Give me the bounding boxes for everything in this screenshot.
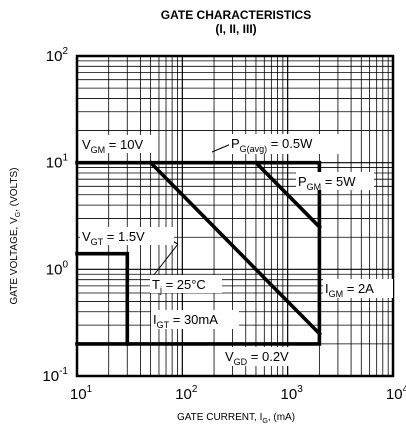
x-tick-label: 102 xyxy=(175,384,198,403)
x-tick-label: 101 xyxy=(70,384,93,403)
annotation-tj: Tj = 25°C xyxy=(152,277,206,295)
annotation-vgm: VGM = 10V xyxy=(82,137,143,155)
pgavg-label-box xyxy=(229,134,339,154)
chart-title: GATE CHARACTERISTICS xyxy=(161,8,311,22)
y-tick-label: 100 xyxy=(46,259,69,278)
tj-leader xyxy=(149,243,179,281)
curve-3 xyxy=(148,160,322,337)
igt-label-box xyxy=(151,310,239,329)
y-tick-label: 10-1 xyxy=(42,366,68,385)
chart-subtitle: (I, II, III) xyxy=(215,22,256,36)
x-tick-labels: 101 102 103 104 xyxy=(70,384,406,403)
annotation-pgavg: PG(avg) = 0.5W xyxy=(231,136,313,154)
annotation-vgt: VGT = 1.5V xyxy=(82,229,145,247)
plot-frame xyxy=(75,54,395,378)
y-axis-label: GATE VOLTAGE, VG, (VOLTS) xyxy=(9,168,22,305)
tj-label-box xyxy=(150,275,222,293)
curve-1 xyxy=(253,160,322,230)
curve-2 xyxy=(75,251,130,346)
annotation-pgm: PGM = 5W xyxy=(298,174,356,192)
y-tick-label: 101 xyxy=(46,153,69,172)
pgm-label-box xyxy=(296,172,374,190)
plot-grid xyxy=(76,56,393,377)
annotation-igt: IGT = 30mA xyxy=(153,312,218,330)
annotation-igm: IGM = 2A xyxy=(325,281,374,299)
y-tick-label: 102 xyxy=(46,46,69,65)
y-tick-labels: 10-1 100 101 102 xyxy=(42,46,68,385)
x-tick-label: 103 xyxy=(281,384,304,403)
pgavg-leader xyxy=(211,143,232,153)
igm-label-box xyxy=(323,279,393,298)
x-tick-label: 104 xyxy=(386,384,406,403)
x-axis-label: GATE CURRENT, IG, (mA) xyxy=(177,412,295,425)
vgm-label-box xyxy=(80,135,158,153)
vgt-label-box xyxy=(80,227,174,245)
annotation-vgd: VGD = 0.2V xyxy=(225,349,289,367)
curve-0 xyxy=(75,160,322,346)
vgd-label-box xyxy=(223,347,311,366)
characteristic-curves xyxy=(75,160,322,346)
